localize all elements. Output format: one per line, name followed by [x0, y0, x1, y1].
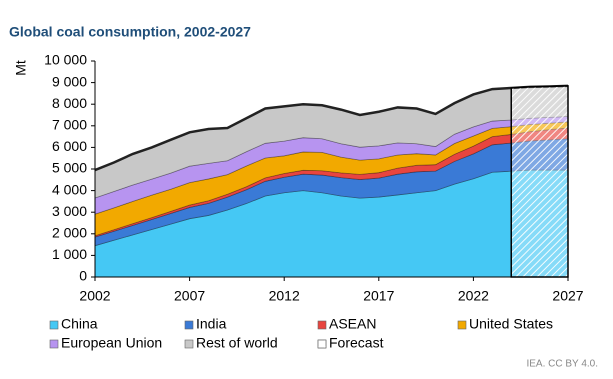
- y-tick-label: 1 000: [52, 246, 87, 262]
- y-tick-label: 7 000: [52, 117, 87, 133]
- forecast-region: [510, 85, 569, 278]
- y-tick-label: 5 000: [52, 160, 87, 176]
- y-axis-label: Mt: [13, 60, 29, 76]
- legend-swatch-hatch: [317, 339, 327, 349]
- legend-label: Forecast: [329, 335, 384, 351]
- y-tick-label: 8 000: [52, 95, 87, 111]
- legend-swatch: [457, 320, 467, 330]
- y-tick-label: 10 000: [44, 52, 87, 68]
- legend-label: ASEAN: [329, 316, 376, 332]
- y-tick-label: 0: [79, 268, 87, 284]
- legend-label: China: [61, 316, 98, 332]
- x-tick-label: 2022: [458, 288, 489, 304]
- legend-swatch: [49, 320, 59, 330]
- y-tick-label: 6 000: [52, 138, 87, 154]
- legend-swatch: [184, 320, 194, 330]
- x-tick-label: 2012: [269, 288, 300, 304]
- y-tick-label: 3 000: [52, 203, 87, 219]
- legend-label: Rest of world: [196, 335, 278, 351]
- legend-swatch: [184, 339, 194, 349]
- legend-swatch: [317, 320, 327, 330]
- x-tick-label: 2017: [363, 288, 394, 304]
- y-tick-label: 2 000: [52, 225, 87, 241]
- x-tick-label: 2002: [79, 288, 110, 304]
- legend-label: India: [196, 316, 227, 332]
- source-note: IEA. CC BY 4.0.: [526, 359, 598, 370]
- legend-label: United States: [469, 316, 553, 332]
- total-line: [94, 84, 569, 172]
- y-tick-label: 9 000: [52, 73, 87, 89]
- x-tick-label: 2027: [552, 288, 583, 304]
- chart-title: Global coal consumption, 2002-2027: [9, 24, 251, 40]
- x-tick-label: 2007: [174, 288, 205, 304]
- legend-label: European Union: [61, 335, 162, 351]
- y-tick-label: 4 000: [52, 181, 87, 197]
- legend-swatch: [49, 339, 59, 349]
